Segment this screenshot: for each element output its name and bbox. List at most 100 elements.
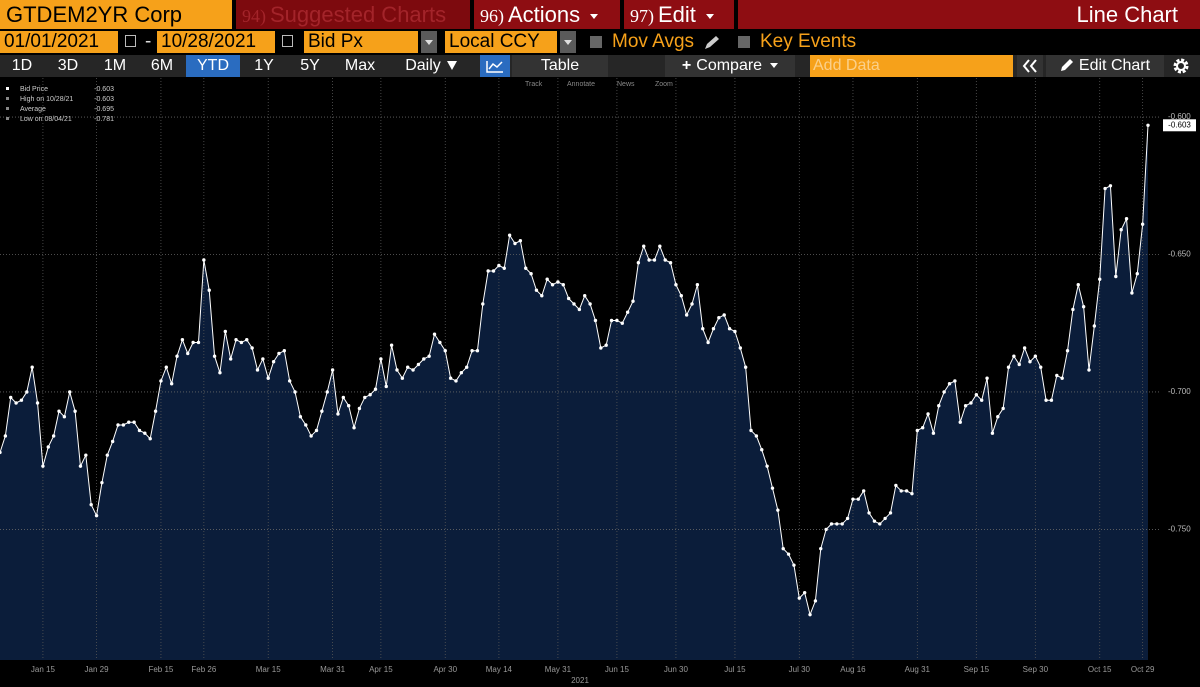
start-date[interactable]: 01/01/2021 [0,31,118,53]
point-marker [465,365,469,369]
point-marker [89,502,93,507]
point-marker [727,327,732,331]
checkbox[interactable] [738,36,750,48]
point-marker [577,307,582,312]
stat-icon [6,87,9,90]
point-marker [1103,186,1107,191]
chart-tool[interactable]: Zoom [655,81,673,88]
point-marker [1130,291,1134,295]
point-marker [749,428,753,433]
point-marker [845,516,850,521]
y-tick-label: -0.600 [1168,112,1191,121]
end-date[interactable]: 10/28/2021 [157,31,275,53]
chart: 2021 -0.600 -0.650 -0.700 -0.750 Jan 15 Jan 2… [0,78,1196,685]
field-select[interactable]: Bid Px [304,31,418,53]
collapse-button[interactable] [1017,55,1043,77]
point-marker [1146,123,1150,127]
period-button[interactable]: 5Y [300,57,320,74]
point-marker [287,379,292,383]
point-marker [186,351,190,356]
caret [770,63,779,69]
point-marker [255,368,260,372]
y-tick-label: -0.750 [1168,525,1191,534]
point-marker [1124,217,1129,221]
stat-value: -0.781 [94,116,114,123]
point-marker [990,431,995,435]
point-marker [647,258,651,262]
point-marker [937,404,941,408]
chart-tool[interactable]: News [617,81,635,88]
point-marker [116,423,120,427]
stat-label: Average [20,106,46,113]
key-events[interactable]: Key Events [760,31,857,52]
point-marker [293,390,297,394]
point-marker [518,239,523,243]
x-tick-label: Jun 15 [605,665,630,674]
point-marker [368,393,372,397]
point-marker [481,302,485,306]
point-marker [137,428,142,433]
edit-chart-button[interactable]: Edit Chart [1046,55,1164,77]
pencil-icon[interactable] [703,35,721,51]
point-marker [261,357,265,361]
period-button[interactable]: 6M [150,57,174,74]
point-marker [330,368,335,372]
suggested-button[interactable]: 94) Suggested Charts [236,0,470,29]
point-marker [985,376,989,380]
actions-button[interactable]: 96) Actions [474,0,620,29]
chart-icon-button[interactable] [480,55,510,77]
point-marker [524,266,528,270]
point-marker [797,596,802,600]
point-marker [448,376,453,380]
compare-button[interactable]: + Compare [665,55,795,77]
period-button[interactable]: Max [344,57,376,74]
currency-select[interactable]: Local CCY [445,31,557,53]
point-marker [19,398,24,402]
period-button[interactable]: YTD [186,55,240,77]
x-tick-label: Apr 15 [369,665,393,674]
stat-label: Bid Price [20,86,48,93]
settings-button[interactable] [1166,55,1196,77]
edit-button[interactable]: 97) Edit [624,0,734,29]
calendar-icon[interactable] [282,35,293,47]
point-marker [572,302,576,306]
point-marker [609,318,614,323]
point-marker [1114,274,1118,279]
checkbox[interactable] [590,36,602,48]
gear-icon [1173,58,1189,74]
point-marker [62,414,67,419]
period-button[interactable]: 1M [103,57,127,74]
title-bar: GTDEM2YR Corp 94) Suggested Charts 96) Act… [0,0,1200,29]
security-field[interactable]: GTDEM2YR Corp [0,0,232,29]
dropdown[interactable] [421,31,437,53]
calendar-icon[interactable] [125,35,136,47]
point-marker [169,382,174,386]
table-button[interactable]: Table [512,55,608,77]
point-marker [320,409,324,413]
point-marker [770,486,775,490]
point-marker [658,244,662,248]
point-marker [1055,373,1059,378]
period-button[interactable]: 1Y [254,57,274,74]
point-marker [121,423,126,427]
point-marker [202,258,206,262]
point-marker [341,395,346,400]
chart-tool[interactable]: Track [525,81,543,88]
x-tick-label: May 14 [486,665,513,674]
dropdown[interactable] [560,31,576,53]
mov-avgs[interactable]: Mov Avgs [612,31,695,52]
point-marker [620,321,624,325]
period-button[interactable]: 1D [11,57,33,74]
period-button[interactable]: 3D [57,57,79,74]
add-data-input[interactable]: Add Data [810,55,1013,77]
point-marker [588,302,592,306]
point-marker [996,414,1000,419]
frequency-button[interactable]: Daily [390,55,472,77]
stat-value: -0.603 [94,96,114,103]
plus-icon: + [681,57,692,74]
point-marker [427,354,431,358]
point-marker [406,365,410,369]
chart-tool[interactable]: Annotate [567,81,595,88]
point-marker [958,420,962,424]
point-marker [1012,354,1016,358]
